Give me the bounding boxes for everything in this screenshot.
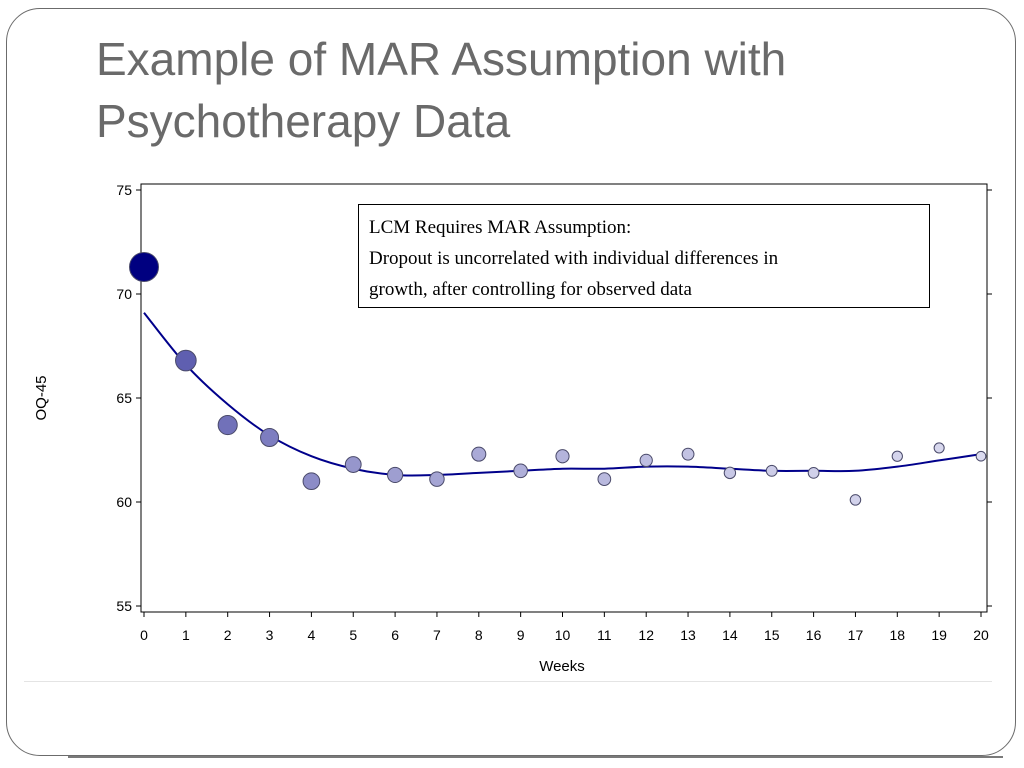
data-point [387,466,404,484]
data-point [513,463,528,479]
y-tick-label: 55 [116,598,132,614]
x-tick-label: 2 [224,627,232,643]
footer-separator [24,681,992,682]
x-tick-label: 16 [806,627,822,643]
data-point [723,466,737,480]
data-point [555,449,570,464]
slide-bottom-shadow [68,756,1003,758]
y-tick-label: 75 [116,182,132,198]
annotation-line-1: LCM Requires MAR Assumption: [369,217,632,238]
y-axis-label: OQ-45 [33,375,50,420]
x-tick-label: 14 [722,627,738,643]
data-points-layer [129,251,987,506]
data-point [471,446,487,462]
slide-title-line-1: Example of MAR Assumption with [96,33,787,85]
x-tick-label: 20 [973,627,989,643]
data-point [429,471,445,487]
data-point [302,472,321,491]
x-tick-label: 15 [764,627,780,643]
data-point [933,442,945,454]
data-point [891,450,903,462]
data-point [344,456,362,473]
x-tick-label: 6 [391,627,399,643]
data-point [765,464,778,477]
x-tick-label: 4 [308,627,316,643]
x-tick-label: 17 [848,627,864,643]
x-tick-label: 7 [433,627,441,643]
slide-title: Example of MAR Assumption with Psychothe… [96,28,956,152]
x-tick-label: 12 [638,627,654,643]
x-tick-label: 9 [517,627,525,643]
x-tick-label: 10 [555,627,571,643]
data-point [807,467,820,479]
y-tick-label: 60 [116,494,132,510]
x-tick-label: 3 [266,627,274,643]
slide-frame [6,8,1016,756]
data-point [849,494,862,506]
x-tick-label: 11 [597,627,612,643]
x-tick-label: 1 [182,627,190,643]
data-point [597,472,612,486]
x-tick-label: 13 [680,627,696,643]
data-point [129,251,159,282]
data-point [175,349,197,372]
x-tick-label: 19 [931,627,947,643]
x-axis-label: Weeks [539,658,585,675]
y-tick-label: 65 [116,390,132,406]
y-tick-label: 70 [116,286,132,302]
slide-title-line-2: Psychotherapy Data [96,95,511,147]
x-axis-ticks: 0 1 2 3 4 5 6 7 8 9 10 11 12 13 14 15 16 17 18 19 20 [140,612,989,643]
x-tick-label: 0 [140,627,148,643]
annotation-line-3: growth, after controlling for observed d… [369,279,692,300]
x-tick-label: 5 [349,627,357,643]
x-tick-label: 8 [475,627,483,643]
annotation-line-2: Dropout is uncorrelated with individual … [369,248,779,269]
data-point [681,447,695,461]
data-point [260,428,280,448]
data-point [217,414,238,436]
data-point [639,453,653,468]
data-point [975,450,987,462]
annotation-box: LCM Requires MAR Assumption: Dropout is … [358,204,930,308]
y-axis-ticks: 55 60 65 70 75 [116,182,992,614]
x-tick-label: 18 [890,627,906,643]
